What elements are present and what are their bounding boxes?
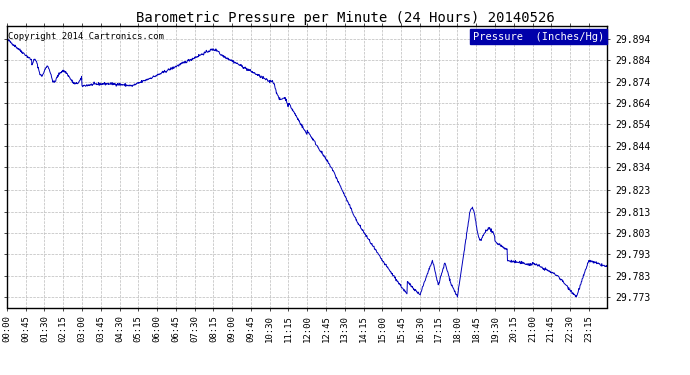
Text: Pressure  (Inches/Hg): Pressure (Inches/Hg) [473, 32, 604, 42]
Text: Barometric Pressure per Minute (24 Hours) 20140526: Barometric Pressure per Minute (24 Hours… [136, 11, 554, 25]
Text: Copyright 2014 Cartronics.com: Copyright 2014 Cartronics.com [8, 32, 164, 41]
